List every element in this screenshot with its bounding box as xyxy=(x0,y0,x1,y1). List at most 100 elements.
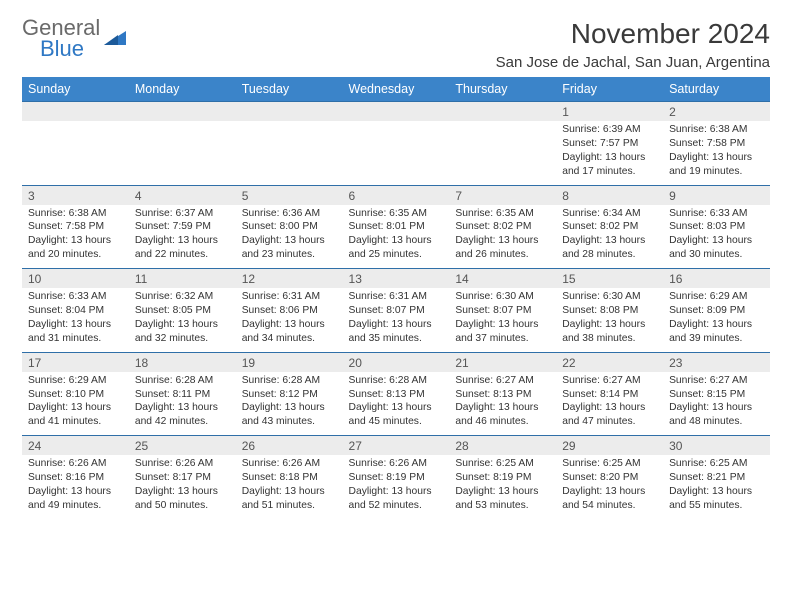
day-number-cell: 23 xyxy=(663,352,770,372)
daylight-line: Daylight: 13 hours and 32 minutes. xyxy=(135,318,230,346)
day-number-cell: 7 xyxy=(449,185,556,205)
day-number-cell: 17 xyxy=(22,352,129,372)
day-number-cell: 3 xyxy=(22,185,129,205)
day-detail-cell: Sunrise: 6:33 AMSunset: 8:03 PMDaylight:… xyxy=(663,205,770,269)
sunset-line: Sunset: 8:13 PM xyxy=(455,388,550,402)
daylight-line: Daylight: 13 hours and 51 minutes. xyxy=(242,485,337,513)
daylight-line: Daylight: 13 hours and 39 minutes. xyxy=(669,318,764,346)
day-detail-cell: Sunrise: 6:25 AMSunset: 8:20 PMDaylight:… xyxy=(556,455,663,519)
day-number-cell: 27 xyxy=(343,436,450,456)
header: General Blue November 2024 San Jose de J… xyxy=(22,18,770,71)
day-detail-cell: Sunrise: 6:33 AMSunset: 8:04 PMDaylight:… xyxy=(22,288,129,352)
daynum-row: 10111213141516 xyxy=(22,269,770,289)
sunrise-line: Sunrise: 6:35 AM xyxy=(349,207,444,221)
day-number-cell: 2 xyxy=(663,102,770,122)
day-number-cell: 12 xyxy=(236,269,343,289)
day-detail-cell: Sunrise: 6:25 AMSunset: 8:19 PMDaylight:… xyxy=(449,455,556,519)
day-number-cell: 4 xyxy=(129,185,236,205)
day-number-cell xyxy=(343,102,450,122)
day-detail-cell: Sunrise: 6:38 AMSunset: 7:58 PMDaylight:… xyxy=(663,121,770,185)
daylight-line: Daylight: 13 hours and 50 minutes. xyxy=(135,485,230,513)
sunset-line: Sunset: 8:10 PM xyxy=(28,388,123,402)
daylight-line: Daylight: 13 hours and 35 minutes. xyxy=(349,318,444,346)
sunrise-line: Sunrise: 6:28 AM xyxy=(242,374,337,388)
location: San Jose de Jachal, San Juan, Argentina xyxy=(496,54,770,71)
day-number-cell: 13 xyxy=(343,269,450,289)
sunrise-line: Sunrise: 6:29 AM xyxy=(669,290,764,304)
dow-header: Thursday xyxy=(449,77,556,102)
daylight-line: Daylight: 13 hours and 45 minutes. xyxy=(349,401,444,429)
day-number-cell xyxy=(236,102,343,122)
day-number-cell: 5 xyxy=(236,185,343,205)
sunset-line: Sunset: 7:58 PM xyxy=(28,220,123,234)
sunset-line: Sunset: 7:59 PM xyxy=(135,220,230,234)
day-number-cell xyxy=(449,102,556,122)
sunrise-line: Sunrise: 6:33 AM xyxy=(28,290,123,304)
detail-row: Sunrise: 6:33 AMSunset: 8:04 PM Daylight:… xyxy=(22,288,770,352)
daylight-line: Daylight: 13 hours and 46 minutes. xyxy=(455,401,550,429)
sunset-line: Sunset: 8:07 PM xyxy=(455,304,550,318)
dow-header: Tuesday xyxy=(236,77,343,102)
sunset-line: Sunset: 8:15 PM xyxy=(669,388,764,402)
daylight-line: Daylight: 13 hours and 48 minutes. xyxy=(669,401,764,429)
sunset-line: Sunset: 8:21 PM xyxy=(669,471,764,485)
sunset-line: Sunset: 7:58 PM xyxy=(669,137,764,151)
day-detail-cell: Sunrise: 6:35 AMSunset: 8:02 PMDaylight:… xyxy=(449,205,556,269)
daylight-line: Daylight: 13 hours and 55 minutes. xyxy=(669,485,764,513)
dow-header: Friday xyxy=(556,77,663,102)
sunrise-line: Sunrise: 6:38 AM xyxy=(669,123,764,137)
sunset-line: Sunset: 8:02 PM xyxy=(455,220,550,234)
day-detail-cell: Sunrise: 6:26 AMSunset: 8:19 PMDaylight:… xyxy=(343,455,450,519)
day-number-cell: 18 xyxy=(129,352,236,372)
day-detail-cell: Sunrise: 6:26 AMSunset: 8:18 PMDaylight:… xyxy=(236,455,343,519)
day-number-cell: 26 xyxy=(236,436,343,456)
day-number-cell: 1 xyxy=(556,102,663,122)
sunset-line: Sunset: 8:16 PM xyxy=(28,471,123,485)
sunset-line: Sunset: 8:09 PM xyxy=(669,304,764,318)
sunset-line: Sunset: 8:06 PM xyxy=(242,304,337,318)
day-detail-cell: Sunrise: 6:37 AMSunset: 7:59 PMDaylight:… xyxy=(129,205,236,269)
daylight-line: Daylight: 13 hours and 25 minutes. xyxy=(349,234,444,262)
sunrise-line: Sunrise: 6:27 AM xyxy=(455,374,550,388)
daylight-line: Daylight: 13 hours and 54 minutes. xyxy=(562,485,657,513)
day-detail-cell: Sunrise: 6:30 AMSunset: 8:07 PMDaylight:… xyxy=(449,288,556,352)
day-detail-cell: Sunrise: 6:32 AMSunset: 8:05 PMDaylight:… xyxy=(129,288,236,352)
day-detail-cell: Sunrise: 6:38 AMSunset: 7:58 PMDaylight:… xyxy=(22,205,129,269)
sunrise-line: Sunrise: 6:27 AM xyxy=(562,374,657,388)
sunrise-line: Sunrise: 6:32 AM xyxy=(135,290,230,304)
daynum-row: 3456789 xyxy=(22,185,770,205)
dow-header: Wednesday xyxy=(343,77,450,102)
day-detail-cell: Sunrise: 6:28 AMSunset: 8:13 PMDaylight:… xyxy=(343,372,450,436)
sunset-line: Sunset: 8:04 PM xyxy=(28,304,123,318)
day-number-cell: 24 xyxy=(22,436,129,456)
daynum-row: 12 xyxy=(22,102,770,122)
sunset-line: Sunset: 8:20 PM xyxy=(562,471,657,485)
day-detail-cell: Sunrise: 6:27 AMSunset: 8:15 PMDaylight:… xyxy=(663,372,770,436)
calendar-table: SundayMondayTuesdayWednesdayThursdayFrid… xyxy=(22,77,770,519)
calendar-body: 12Sunrise: 6:39 AMSunset: 7:57 PMDayligh… xyxy=(22,102,770,519)
brand-triangle-icon xyxy=(104,29,126,48)
detail-row: Sunrise: 6:39 AMSunset: 7:57 PMDaylight:… xyxy=(22,121,770,185)
sunset-line: Sunset: 8:02 PM xyxy=(562,220,657,234)
calendar-page: General Blue November 2024 San Jose de J… xyxy=(0,0,792,529)
brand-bottom: Blue xyxy=(22,39,100,60)
day-detail-cell xyxy=(22,121,129,185)
sunrise-line: Sunrise: 6:33 AM xyxy=(669,207,764,221)
sunrise-line: Sunrise: 6:27 AM xyxy=(669,374,764,388)
day-detail-cell xyxy=(343,121,450,185)
sunset-line: Sunset: 8:07 PM xyxy=(349,304,444,318)
daylight-line: Daylight: 13 hours and 47 minutes. xyxy=(562,401,657,429)
day-detail-cell: Sunrise: 6:34 AMSunset: 8:02 PMDaylight:… xyxy=(556,205,663,269)
day-number-cell: 29 xyxy=(556,436,663,456)
sunset-line: Sunset: 8:00 PM xyxy=(242,220,337,234)
sunset-line: Sunset: 8:01 PM xyxy=(349,220,444,234)
day-detail-cell: Sunrise: 6:26 AMSunset: 8:16 PMDaylight:… xyxy=(22,455,129,519)
sunset-line: Sunset: 8:17 PM xyxy=(135,471,230,485)
daylight-line: Daylight: 13 hours and 34 minutes. xyxy=(242,318,337,346)
day-detail-cell: Sunrise: 6:28 AMSunset: 8:11 PMDaylight:… xyxy=(129,372,236,436)
sunrise-line: Sunrise: 6:28 AM xyxy=(135,374,230,388)
day-number-cell: 14 xyxy=(449,269,556,289)
daylight-line: Daylight: 13 hours and 41 minutes. xyxy=(28,401,123,429)
sunset-line: Sunset: 7:57 PM xyxy=(562,137,657,151)
day-detail-cell: Sunrise: 6:26 AMSunset: 8:17 PMDaylight:… xyxy=(129,455,236,519)
